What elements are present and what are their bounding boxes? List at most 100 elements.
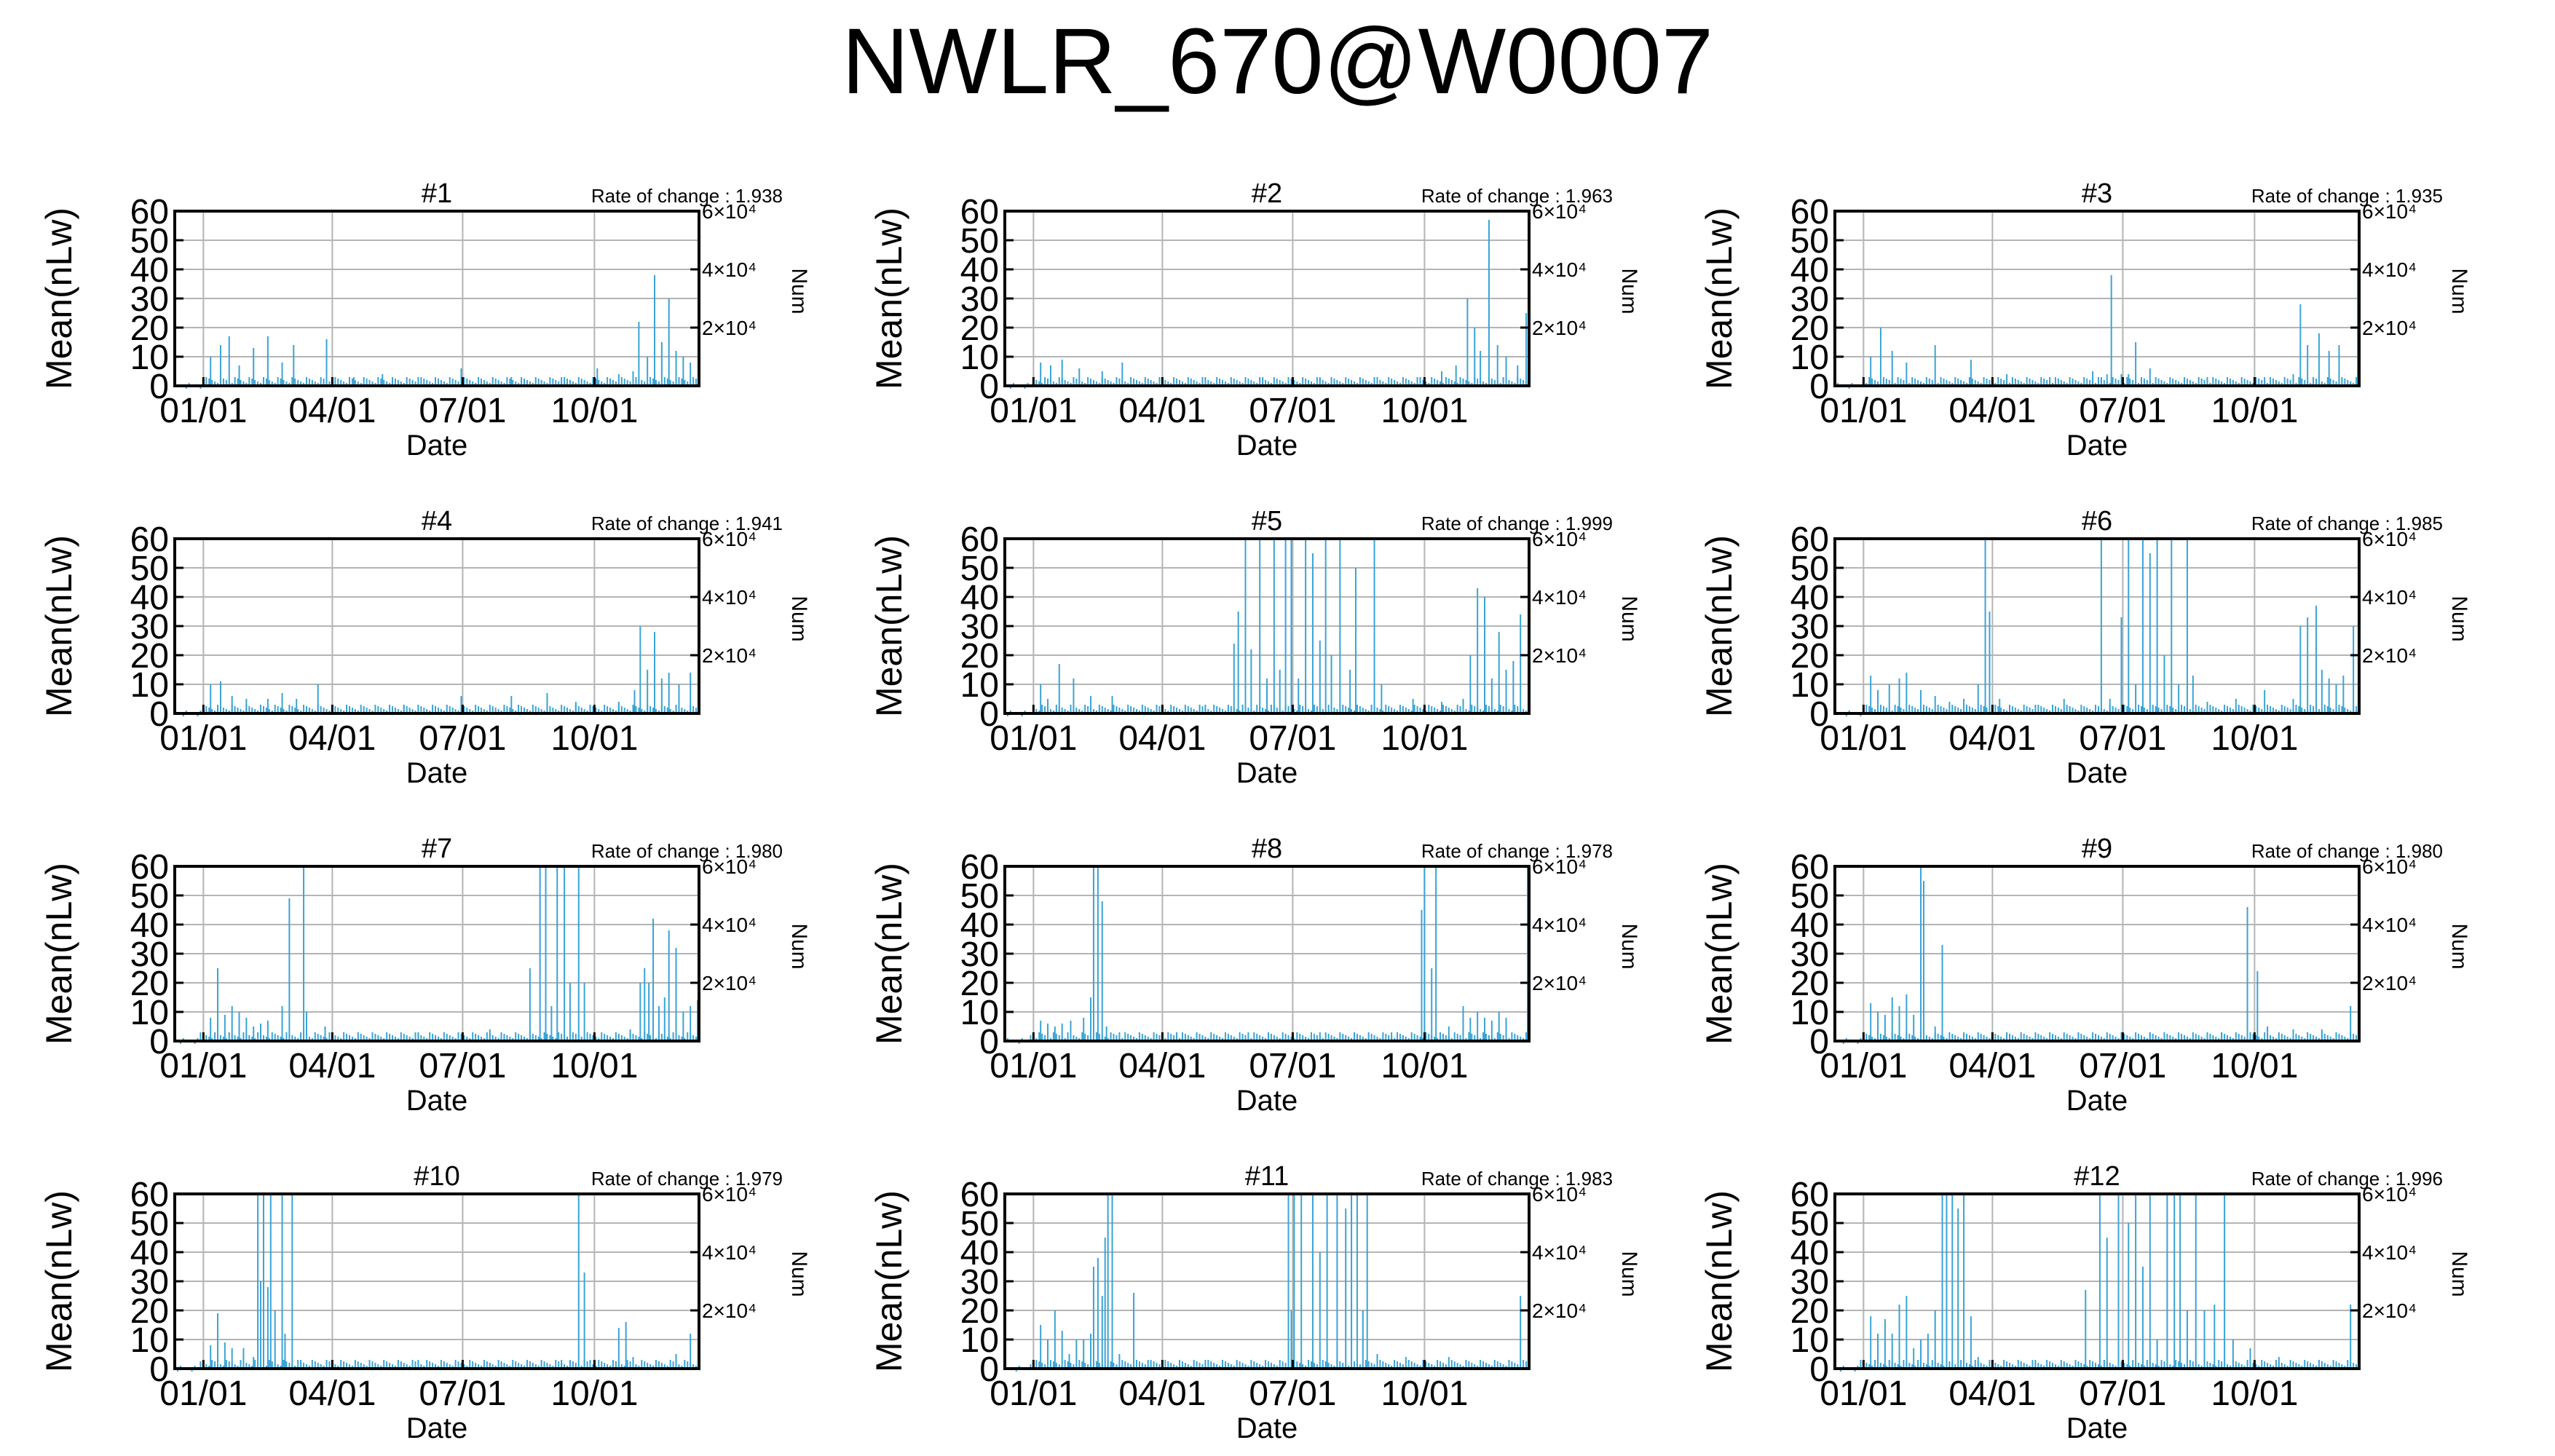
y-tick-label: 40: [960, 906, 999, 945]
y-tick-label: 40: [130, 251, 169, 290]
y2-axis-label: Num: [2447, 596, 2471, 641]
x-tick-label: 07/01: [2079, 1047, 2166, 1085]
y-axis-label: Mean(nLw): [39, 535, 79, 717]
chart-panel: #2 Rate of change : 1.963 0 10 20 30 40 50 60 2×1…: [830, 164, 1641, 462]
y-tick-label: 30: [1790, 1263, 1829, 1302]
chart-panel: #6 Rate of change : 1.985 0 10 20 30 40 50 60 2×1…: [1660, 491, 2471, 789]
y2-tick-label: 2×10⁴: [702, 317, 757, 339]
x-tick-label: 01/01: [1820, 1047, 1907, 1085]
y2-tick-label: 4×10⁴: [2362, 258, 2417, 281]
y-tick-label: 50: [130, 550, 169, 588]
y2-tick-label: 6×10⁴: [1532, 528, 1587, 550]
chart-panel: #11 Rate of change : 1.983 0 10 20 30 40 50 60 2×…: [830, 1147, 1641, 1444]
y2-tick-label: 2×10⁴: [2362, 644, 2417, 667]
x-tick-label: 04/01: [288, 1374, 376, 1413]
panel-label: #4: [422, 506, 452, 537]
x-tick-label: 04/01: [1118, 392, 1206, 430]
x-tick-label: 10/01: [2211, 392, 2298, 430]
rate-of-change-label: Rate of change : 1.980: [2251, 840, 2443, 862]
x-tick-label: 01/01: [1820, 1374, 1907, 1413]
y-tick-label: 0: [149, 1023, 169, 1061]
x-tick-label: 01/01: [159, 1374, 247, 1413]
y-tick-label: 0: [979, 695, 999, 734]
y-axis-label: Mean(nLw): [1699, 863, 1739, 1045]
x-axis-label: Date: [2066, 1085, 2128, 1117]
y-tick-label: 10: [960, 339, 999, 377]
chart-panel: #8 Rate of change : 1.978 0 10 20 30 40 50 60 2×1…: [830, 819, 1641, 1117]
y-tick-label: 30: [960, 1263, 999, 1302]
y-tick-label: 60: [960, 193, 999, 232]
x-tick-label: 04/01: [1948, 1374, 2036, 1413]
y-axis-label: Mean(nLw): [1699, 535, 1739, 717]
rate-of-change-label: Rate of change : 1.985: [2251, 513, 2443, 534]
y-tick-label: 0: [149, 368, 169, 406]
y2-tick-label: 2×10⁴: [2362, 972, 2417, 994]
y-tick-label: 0: [1809, 1023, 1829, 1061]
y-tick-label: 0: [1809, 368, 1829, 406]
y-tick-label: 10: [130, 339, 169, 377]
rate-of-change-label: Rate of change : 1.935: [2251, 185, 2443, 207]
chart-panel: #5 Rate of change : 1.999 0 10 20 30 40 50 60 2×1…: [830, 491, 1641, 789]
y-tick-label: 0: [149, 695, 169, 734]
y2-tick-label: 6×10⁴: [1532, 200, 1587, 223]
x-axis-label: Date: [406, 430, 468, 462]
y-tick-label: 20: [960, 965, 999, 1003]
chart-panel: #4 Rate of change : 1.941 0 10 20 30 40 50 60 2×1…: [0, 491, 811, 789]
x-tick-label: 10/01: [1381, 392, 1468, 430]
y2-tick-label: 4×10⁴: [702, 258, 757, 281]
y-axis-label: Mean(nLw): [39, 1190, 79, 1372]
y2-tick-label: 2×10⁴: [702, 1299, 757, 1322]
y-tick-label: 30: [130, 1263, 169, 1302]
y-tick-label: 10: [960, 1321, 999, 1360]
y-tick-label: 30: [130, 280, 169, 319]
y-tick-label: 30: [130, 935, 169, 974]
y-tick-label: 10: [130, 1321, 169, 1360]
y-tick-label: 60: [1790, 848, 1829, 887]
x-axis-label: Date: [406, 1085, 468, 1117]
y-axis-label: Mean(nLw): [39, 207, 79, 389]
x-axis-label: Date: [2066, 757, 2128, 789]
y-tick-label: 40: [1790, 579, 1829, 617]
y2-tick-label: 6×10⁴: [2362, 528, 2417, 550]
y2-axis-label: Num: [787, 923, 811, 969]
x-tick-label: 01/01: [990, 1374, 1077, 1413]
y2-tick-label: 6×10⁴: [2362, 1183, 2417, 1206]
y-axis-label: Mean(nLw): [869, 1190, 909, 1372]
rate-of-change-label: Rate of change : 1.938: [591, 185, 783, 207]
x-tick-label: 07/01: [419, 1047, 506, 1085]
x-tick-label: 10/01: [2211, 1374, 2298, 1413]
y-tick-label: 20: [1790, 965, 1829, 1003]
rate-of-change-label: Rate of change : 1.999: [1421, 513, 1613, 534]
x-axis-label: Date: [1236, 757, 1298, 789]
y2-axis-label: Num: [787, 1251, 811, 1297]
x-tick-label: 01/01: [990, 1047, 1077, 1085]
y-tick-label: 20: [130, 309, 169, 348]
y2-tick-label: 2×10⁴: [702, 972, 757, 994]
y-tick-label: 0: [149, 1350, 169, 1389]
x-tick-label: 10/01: [1381, 1374, 1468, 1413]
y-tick-label: 40: [130, 579, 169, 617]
x-tick-label: 01/01: [159, 1047, 247, 1085]
y2-tick-label: 4×10⁴: [702, 586, 757, 609]
y2-tick-label: 6×10⁴: [702, 528, 757, 550]
y2-tick-label: 6×10⁴: [702, 200, 757, 223]
x-tick-label: 10/01: [2211, 1047, 2298, 1085]
x-tick-label: 10/01: [1381, 719, 1468, 758]
panel-label: #12: [2074, 1161, 2120, 1192]
y-tick-label: 50: [130, 877, 169, 916]
y2-tick-label: 2×10⁴: [702, 644, 757, 667]
y2-axis-label: Num: [1617, 923, 1641, 969]
y-tick-label: 0: [979, 1023, 999, 1061]
x-tick-label: 07/01: [1249, 392, 1336, 430]
y2-tick-label: 6×10⁴: [702, 855, 757, 878]
y-tick-label: 0: [1809, 1350, 1829, 1389]
y2-tick-label: 6×10⁴: [702, 1183, 757, 1206]
y-tick-label: 30: [960, 280, 999, 319]
panel-label: #5: [1252, 506, 1282, 537]
y-axis-label: Mean(nLw): [1699, 207, 1739, 389]
y-tick-label: 50: [960, 550, 999, 588]
